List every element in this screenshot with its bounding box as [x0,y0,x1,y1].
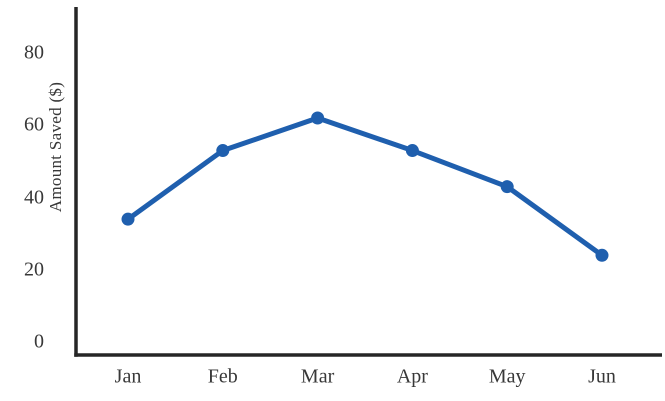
data-point-marker [121,212,135,226]
y-tick-label: 20 [24,258,44,281]
x-tick-label: Jan [114,365,142,388]
y-tick-label: 60 [24,113,44,136]
y-axis-title: Amount Saved ($) [46,81,65,213]
data-point-marker [405,144,419,158]
y-tick-label: 80 [24,41,44,64]
data-point-marker [311,111,325,125]
x-tick-label: May [488,365,526,388]
data-point-marker [595,248,609,262]
x-tick-label: Apr [396,365,428,388]
series-layer [121,111,609,262]
series-line [125,115,605,258]
y-tick-label: 40 [24,186,44,208]
y-tick-label: 0 [34,330,44,353]
x-tick-label: Mar [300,365,335,388]
x-tick-label: Feb [207,365,238,388]
data-point-marker [216,144,230,158]
data-point-marker [500,180,514,194]
x-tick-label: Jun [588,365,616,388]
